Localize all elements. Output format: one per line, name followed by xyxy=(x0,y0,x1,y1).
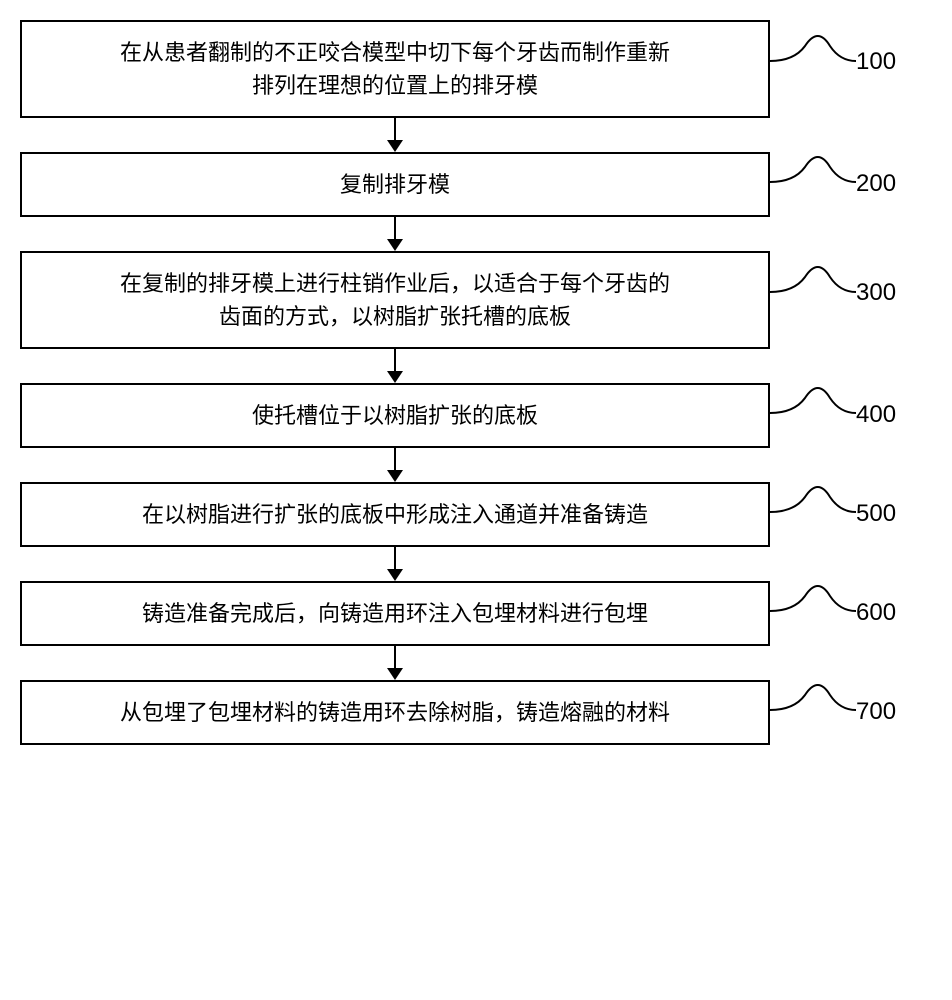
step-row: 在以树脂进行扩张的底板中形成注入通道并准备铸造 500 xyxy=(20,482,932,547)
step-text: 从包埋了包埋材料的铸造用环去除树脂，铸造熔融的材料 xyxy=(120,700,670,725)
step-box-100: 在从患者翻制的不正咬合模型中切下每个牙齿而制作重新 排列在理想的位置上的排牙模 xyxy=(20,20,770,118)
curve-connector xyxy=(770,383,856,443)
step-label: 700 xyxy=(856,698,896,726)
step-box-200: 复制排牙模 xyxy=(20,152,770,217)
step-label: 400 xyxy=(856,401,896,429)
curve-connector xyxy=(770,152,856,212)
step-label-wrap: 700 xyxy=(770,680,932,745)
step-label: 500 xyxy=(856,500,896,528)
step-label-wrap: 400 xyxy=(770,383,932,448)
step-row: 使托槽位于以树脂扩张的底板 400 xyxy=(20,383,932,448)
step-box-400: 使托槽位于以树脂扩张的底板 xyxy=(20,383,770,448)
step-row: 铸造准备完成后，向铸造用环注入包埋材料进行包埋 600 xyxy=(20,581,932,646)
arrow-wrap xyxy=(20,646,770,680)
curve-connector xyxy=(770,482,856,542)
step-box-600: 铸造准备完成后，向铸造用环注入包埋材料进行包埋 xyxy=(20,581,770,646)
step-label-wrap: 100 xyxy=(770,20,932,118)
step-text: 复制排牙模 xyxy=(340,172,450,197)
arrow-down-icon xyxy=(383,646,407,680)
arrow-wrap xyxy=(20,547,770,581)
step-label: 100 xyxy=(856,48,896,76)
step-label-wrap: 500 xyxy=(770,482,932,547)
step-text: 在复制的排牙模上进行柱销作业后，以适合于每个牙齿的 xyxy=(120,271,670,296)
arrow-down-icon xyxy=(383,118,407,152)
step-label: 600 xyxy=(856,599,896,627)
step-label-wrap: 300 xyxy=(770,251,932,349)
step-box-500: 在以树脂进行扩张的底板中形成注入通道并准备铸造 xyxy=(20,482,770,547)
step-label: 300 xyxy=(856,279,896,307)
arrow-down-icon xyxy=(383,217,407,251)
step-text: 排列在理想的位置上的排牙模 xyxy=(252,73,538,98)
step-text: 在从患者翻制的不正咬合模型中切下每个牙齿而制作重新 xyxy=(120,40,670,65)
curve-connector xyxy=(770,251,856,333)
arrow-down-icon xyxy=(383,448,407,482)
arrow-down-icon xyxy=(383,349,407,383)
step-label-wrap: 600 xyxy=(770,581,932,646)
step-text: 使托槽位于以树脂扩张的底板 xyxy=(252,403,538,428)
step-label: 200 xyxy=(856,170,896,198)
step-row: 在从患者翻制的不正咬合模型中切下每个牙齿而制作重新 排列在理想的位置上的排牙模 … xyxy=(20,20,932,118)
step-text: 在以树脂进行扩张的底板中形成注入通道并准备铸造 xyxy=(142,502,648,527)
step-box-700: 从包埋了包埋材料的铸造用环去除树脂，铸造熔融的材料 xyxy=(20,680,770,745)
arrow-down-icon xyxy=(383,547,407,581)
curve-connector xyxy=(770,20,856,102)
curve-connector xyxy=(770,581,856,641)
arrow-wrap xyxy=(20,349,770,383)
arrow-wrap xyxy=(20,217,770,251)
flowchart-container: 在从患者翻制的不正咬合模型中切下每个牙齿而制作重新 排列在理想的位置上的排牙模 … xyxy=(20,20,932,745)
step-label-wrap: 200 xyxy=(770,152,932,217)
arrow-wrap xyxy=(20,118,770,152)
step-box-300: 在复制的排牙模上进行柱销作业后，以适合于每个牙齿的 齿面的方式，以树脂扩张托槽的… xyxy=(20,251,770,349)
step-row: 在复制的排牙模上进行柱销作业后，以适合于每个牙齿的 齿面的方式，以树脂扩张托槽的… xyxy=(20,251,932,349)
step-text: 齿面的方式，以树脂扩张托槽的底板 xyxy=(219,304,571,329)
step-row: 复制排牙模 200 xyxy=(20,152,932,217)
curve-connector xyxy=(770,680,856,740)
step-text: 铸造准备完成后，向铸造用环注入包埋材料进行包埋 xyxy=(142,601,648,626)
step-row: 从包埋了包埋材料的铸造用环去除树脂，铸造熔融的材料 700 xyxy=(20,680,932,745)
arrow-wrap xyxy=(20,448,770,482)
